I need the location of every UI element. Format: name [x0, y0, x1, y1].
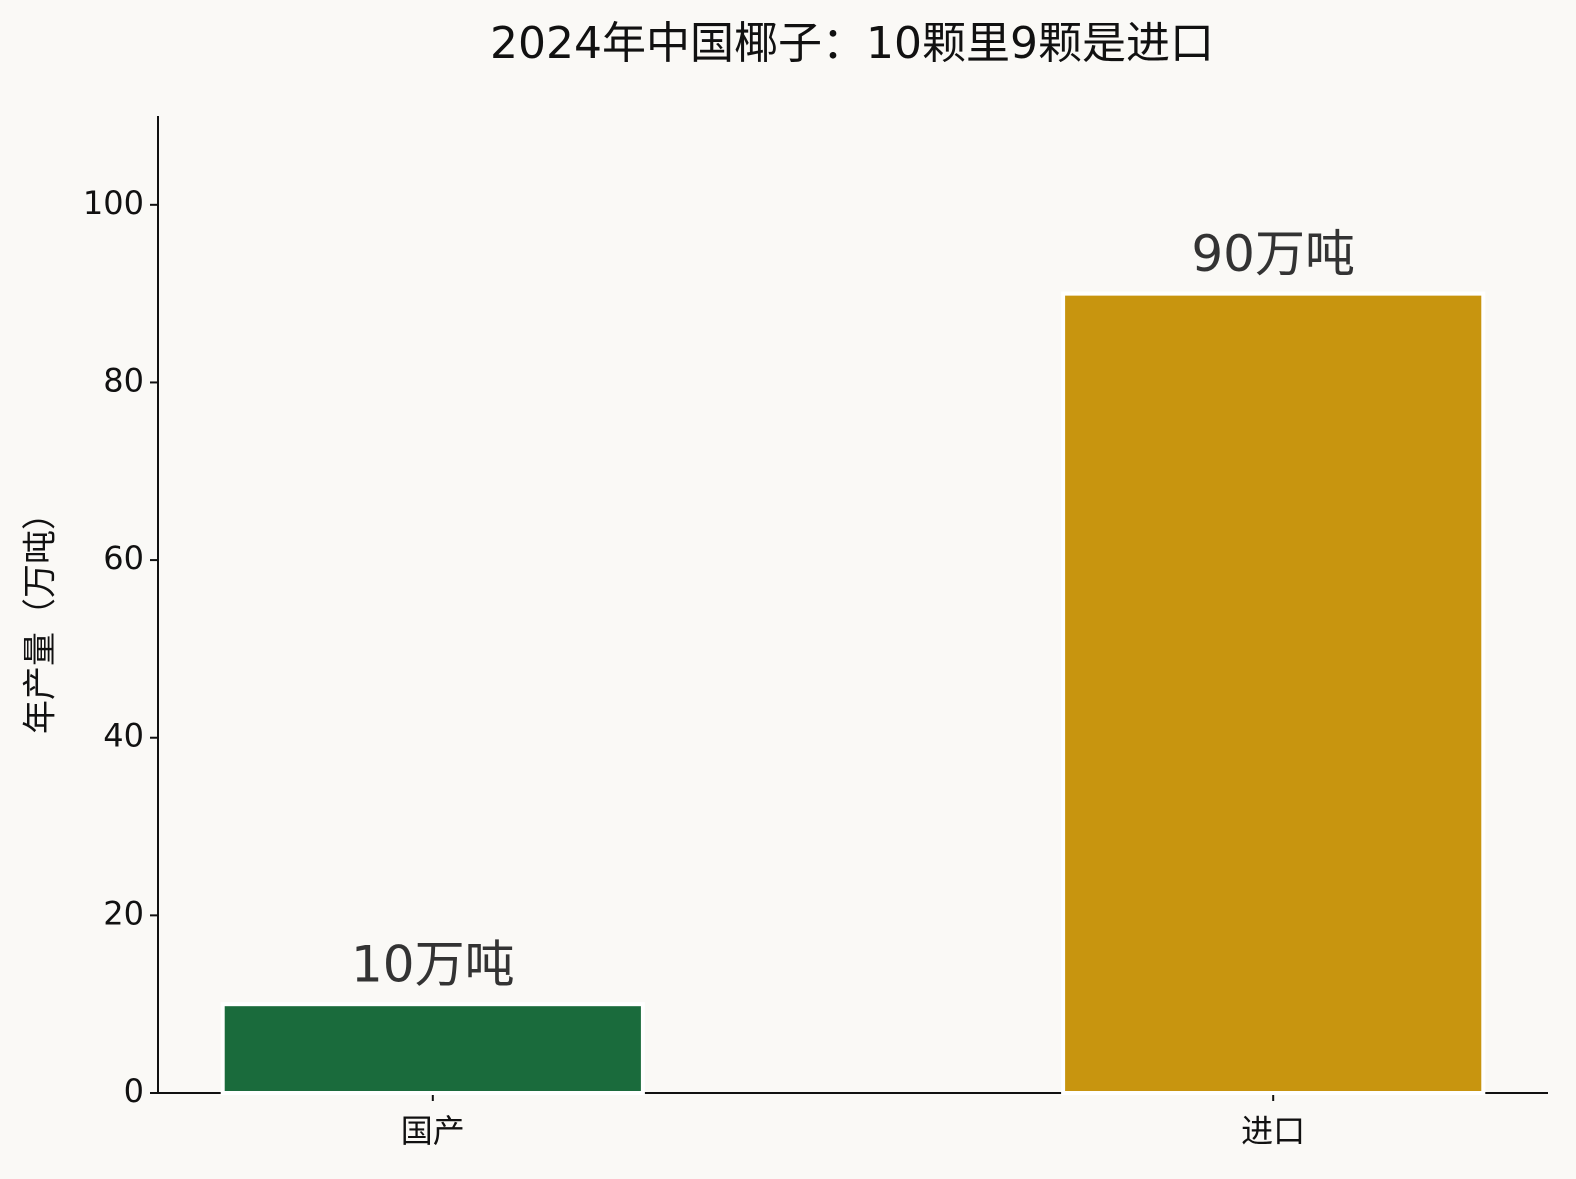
x-tick-label: 国产 [401, 1112, 465, 1150]
chart-title: 2024年中国椰子：10颗里9颗是进口 [490, 18, 1214, 69]
bar [1061, 291, 1486, 1095]
value-label: 10万吨 [351, 936, 515, 994]
y-tick-label: 20 [103, 894, 144, 932]
y-tick-label: 0 [124, 1072, 144, 1110]
bar [220, 1002, 645, 1096]
x-tick-label: 进口 [1241, 1112, 1305, 1150]
y-axis-label: 年产量（万吨） [21, 496, 61, 734]
y-tick-label: 60 [103, 539, 144, 577]
y-tick-label: 40 [103, 717, 144, 755]
value-label: 90万吨 [1191, 225, 1355, 283]
y-tick-label: 80 [103, 361, 144, 399]
y-tick-label: 100 [83, 184, 144, 222]
